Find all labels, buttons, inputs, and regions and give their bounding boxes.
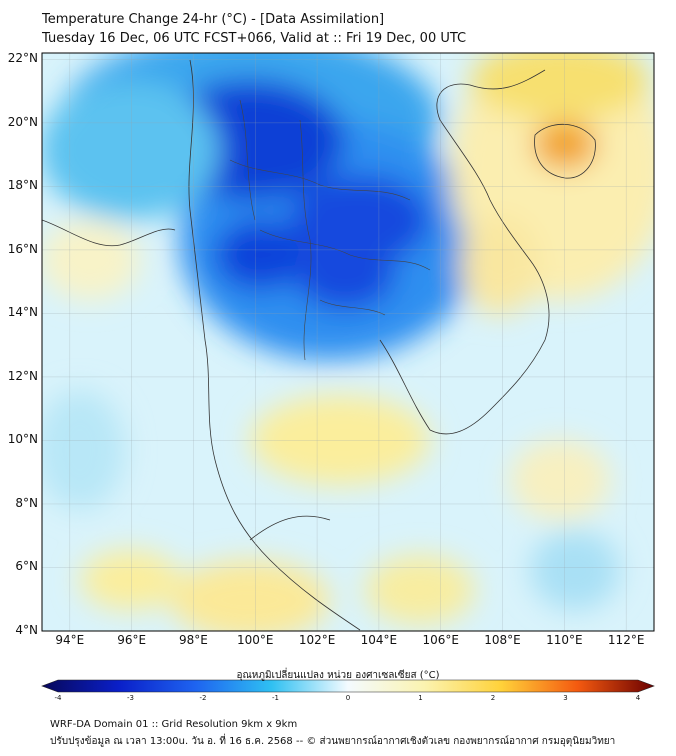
- colorbar-ramp: [41, 679, 655, 693]
- colorbar-tick-label: -2: [199, 694, 207, 702]
- colorbar-tick-label: 2: [490, 694, 496, 702]
- map-subtitle: Tuesday 16 Dec, 06 UTC FCST+066, Valid a…: [42, 31, 467, 46]
- lon-tick-label: 106°E: [422, 633, 459, 647]
- lat-tick-label: 10°N: [7, 432, 38, 447]
- colorbar-tick-label: -3: [127, 694, 134, 702]
- lat-tick-label: 6°N: [15, 559, 38, 574]
- colorbar-tick-label: 4: [635, 694, 641, 702]
- lon-tick-label: 98°E: [179, 633, 208, 647]
- map-frame: [41, 52, 655, 632]
- lat-tick-label: 18°N: [7, 178, 38, 193]
- colorbar-tick-label: -4: [54, 694, 62, 702]
- temperature-field: [42, 53, 654, 631]
- colorbar-label: อุณหภูมิเปลี่ยนแปลง หน่วย องศาเซลเซียส (…: [236, 670, 440, 681]
- colorbar-tick-label: 3: [563, 694, 568, 702]
- colorbar-tick-label: 0: [345, 694, 351, 702]
- lat-tick-label: 14°N: [7, 305, 38, 320]
- lon-tick-label: 100°E: [237, 633, 274, 647]
- lat-tick-label: 20°N: [7, 114, 38, 129]
- lat-tick-label: 4°N: [15, 623, 38, 637]
- lat-tick-label: 16°N: [7, 241, 38, 256]
- lon-tick-label: 108°E: [484, 633, 521, 647]
- lon-tick-label: 94°E: [55, 633, 85, 647]
- lat-tick-label: 12°N: [7, 368, 38, 383]
- lon-tick-label: 96°E: [117, 633, 147, 647]
- graticule: [42, 53, 654, 632]
- lon-tick-label: 104°E: [360, 633, 398, 647]
- coastlines: [42, 59, 596, 631]
- borders: [229, 99, 431, 361]
- footer-update-info: ปรับปรุงข้อมูล ณ เวลา 13:00u. วัน อ. ที่…: [50, 736, 616, 747]
- map-title: Temperature Change 24-hr (°C) - [Data As…: [42, 12, 385, 27]
- lat-tick-label: 22°N: [7, 51, 38, 66]
- lon-tick-label: 112°E: [607, 633, 645, 647]
- lon-tick-label: 102°E: [298, 633, 336, 647]
- colorbar: [41, 679, 655, 693]
- colorbar-tick-label: 1: [418, 694, 423, 702]
- temperature-change-map: [41, 52, 655, 693]
- lon-tick-label: 110°E: [546, 633, 583, 647]
- lat-tick-label: 8°N: [15, 495, 38, 510]
- colorbar-tick-label: -1: [272, 694, 279, 702]
- footer-domain-info: WRF-DA Domain 01 :: Grid Resolution 9km …: [50, 719, 298, 730]
